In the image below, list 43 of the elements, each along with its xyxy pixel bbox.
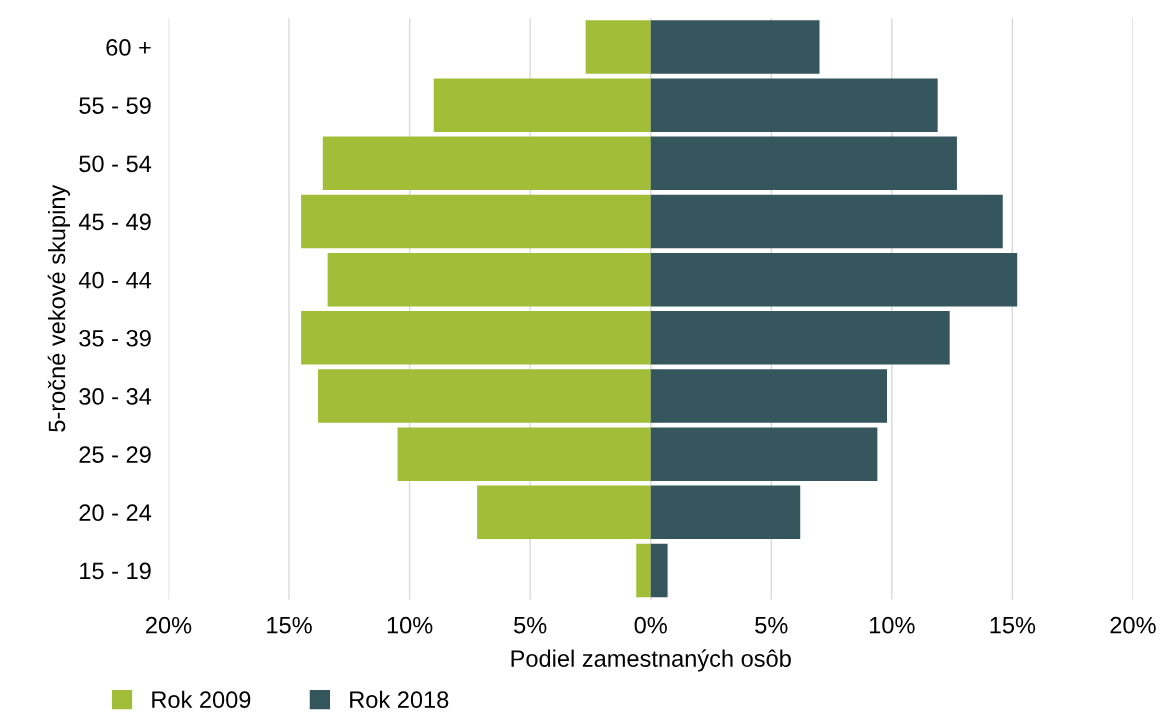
y-tick-label: 25 - 29 bbox=[79, 446, 151, 463]
y-tick-label: 20 - 24 bbox=[79, 504, 152, 522]
bar bbox=[650, 485, 801, 540]
bar bbox=[327, 252, 651, 307]
bar bbox=[650, 543, 668, 598]
bar bbox=[301, 311, 651, 365]
x-tick-label: 20% bbox=[146, 616, 192, 634]
x-tick-label: 10% bbox=[387, 616, 433, 634]
bar bbox=[650, 311, 950, 365]
legend-label: Rok 2009 bbox=[152, 690, 251, 709]
y-tick-label: 15 - 19 bbox=[80, 562, 151, 580]
bar bbox=[322, 136, 651, 191]
y-tick-label: 45 - 49 bbox=[78, 213, 151, 231]
bar bbox=[650, 194, 1003, 249]
y-tick-label: 50 - 54 bbox=[79, 155, 152, 173]
bar bbox=[397, 427, 651, 481]
legend-label: Rok 2018 bbox=[350, 690, 449, 709]
y-tick-label: 30 - 34 bbox=[79, 388, 152, 405]
y-tick-label: 35 - 39 bbox=[79, 329, 151, 347]
bar bbox=[301, 194, 651, 249]
y-tick-label: 40 - 44 bbox=[78, 271, 152, 289]
bar bbox=[650, 20, 820, 74]
bar bbox=[433, 78, 651, 132]
bar bbox=[650, 78, 938, 132]
x-tick-label: 20% bbox=[1110, 616, 1156, 634]
x-tick-label: 10% bbox=[870, 616, 915, 634]
y-tick-label: 55 - 59 bbox=[79, 97, 151, 114]
x-tick-label: 15% bbox=[267, 616, 312, 634]
bar bbox=[650, 252, 1018, 307]
x-tick-label: 0% bbox=[634, 616, 667, 634]
bar bbox=[585, 20, 651, 74]
x-tick-label: 15% bbox=[990, 616, 1036, 634]
x-tick-label: 5% bbox=[755, 616, 788, 634]
x-axis-title: Podiel zamestnaných osôb bbox=[511, 649, 791, 672]
x-tick-label: 5% bbox=[514, 616, 547, 634]
y-tick-label: 60 + bbox=[106, 39, 151, 56]
bar bbox=[477, 485, 651, 540]
bar bbox=[650, 136, 957, 191]
y-axis-title: 5-ročné vekové skupiny bbox=[47, 184, 70, 432]
bar bbox=[650, 369, 888, 423]
bar bbox=[650, 427, 878, 481]
bar bbox=[317, 369, 651, 423]
bar bbox=[636, 543, 651, 598]
